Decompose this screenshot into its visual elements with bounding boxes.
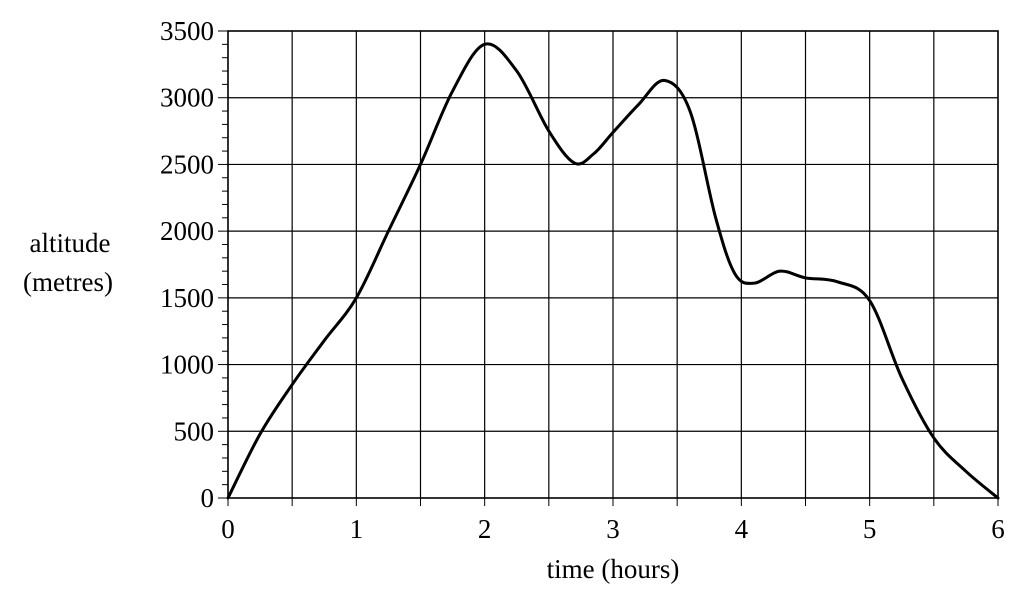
plot-frame	[227, 30, 999, 499]
x-tick-label: 2	[478, 514, 492, 544]
minor-ticks	[218, 30, 999, 506]
y-tick-label: 0	[201, 483, 215, 513]
y-tick-label: 1000	[160, 350, 214, 380]
x-tick-label: 1	[350, 514, 364, 544]
y-tick-label: 2000	[160, 216, 214, 246]
y-tick-label: 2500	[160, 149, 214, 179]
x-tick-label: 0	[221, 514, 235, 544]
y-tick-labels: 0 500 1000 1500 2000 2500 3000 3500	[160, 16, 214, 513]
x-tick-label: 6	[991, 514, 1005, 544]
x-tick-labels: 0 1 2 3 4 5 6	[221, 514, 1005, 544]
x-tick-label: 5	[863, 514, 877, 544]
y-axis-label-line-2: (metres)	[23, 267, 113, 297]
y-tick-label: 3000	[160, 83, 214, 113]
grid	[228, 31, 998, 498]
altitude-series-line	[226, 42, 1000, 500]
y-tick-label: 3500	[160, 16, 214, 46]
x-tick-label: 3	[606, 514, 620, 544]
x-tick-label: 4	[735, 514, 749, 544]
y-tick-label: 1500	[160, 283, 214, 313]
y-tick-label: 500	[174, 416, 215, 446]
y-axis-label-line-1: altitude	[30, 228, 111, 258]
x-axis-label: time (hours)	[547, 554, 680, 584]
